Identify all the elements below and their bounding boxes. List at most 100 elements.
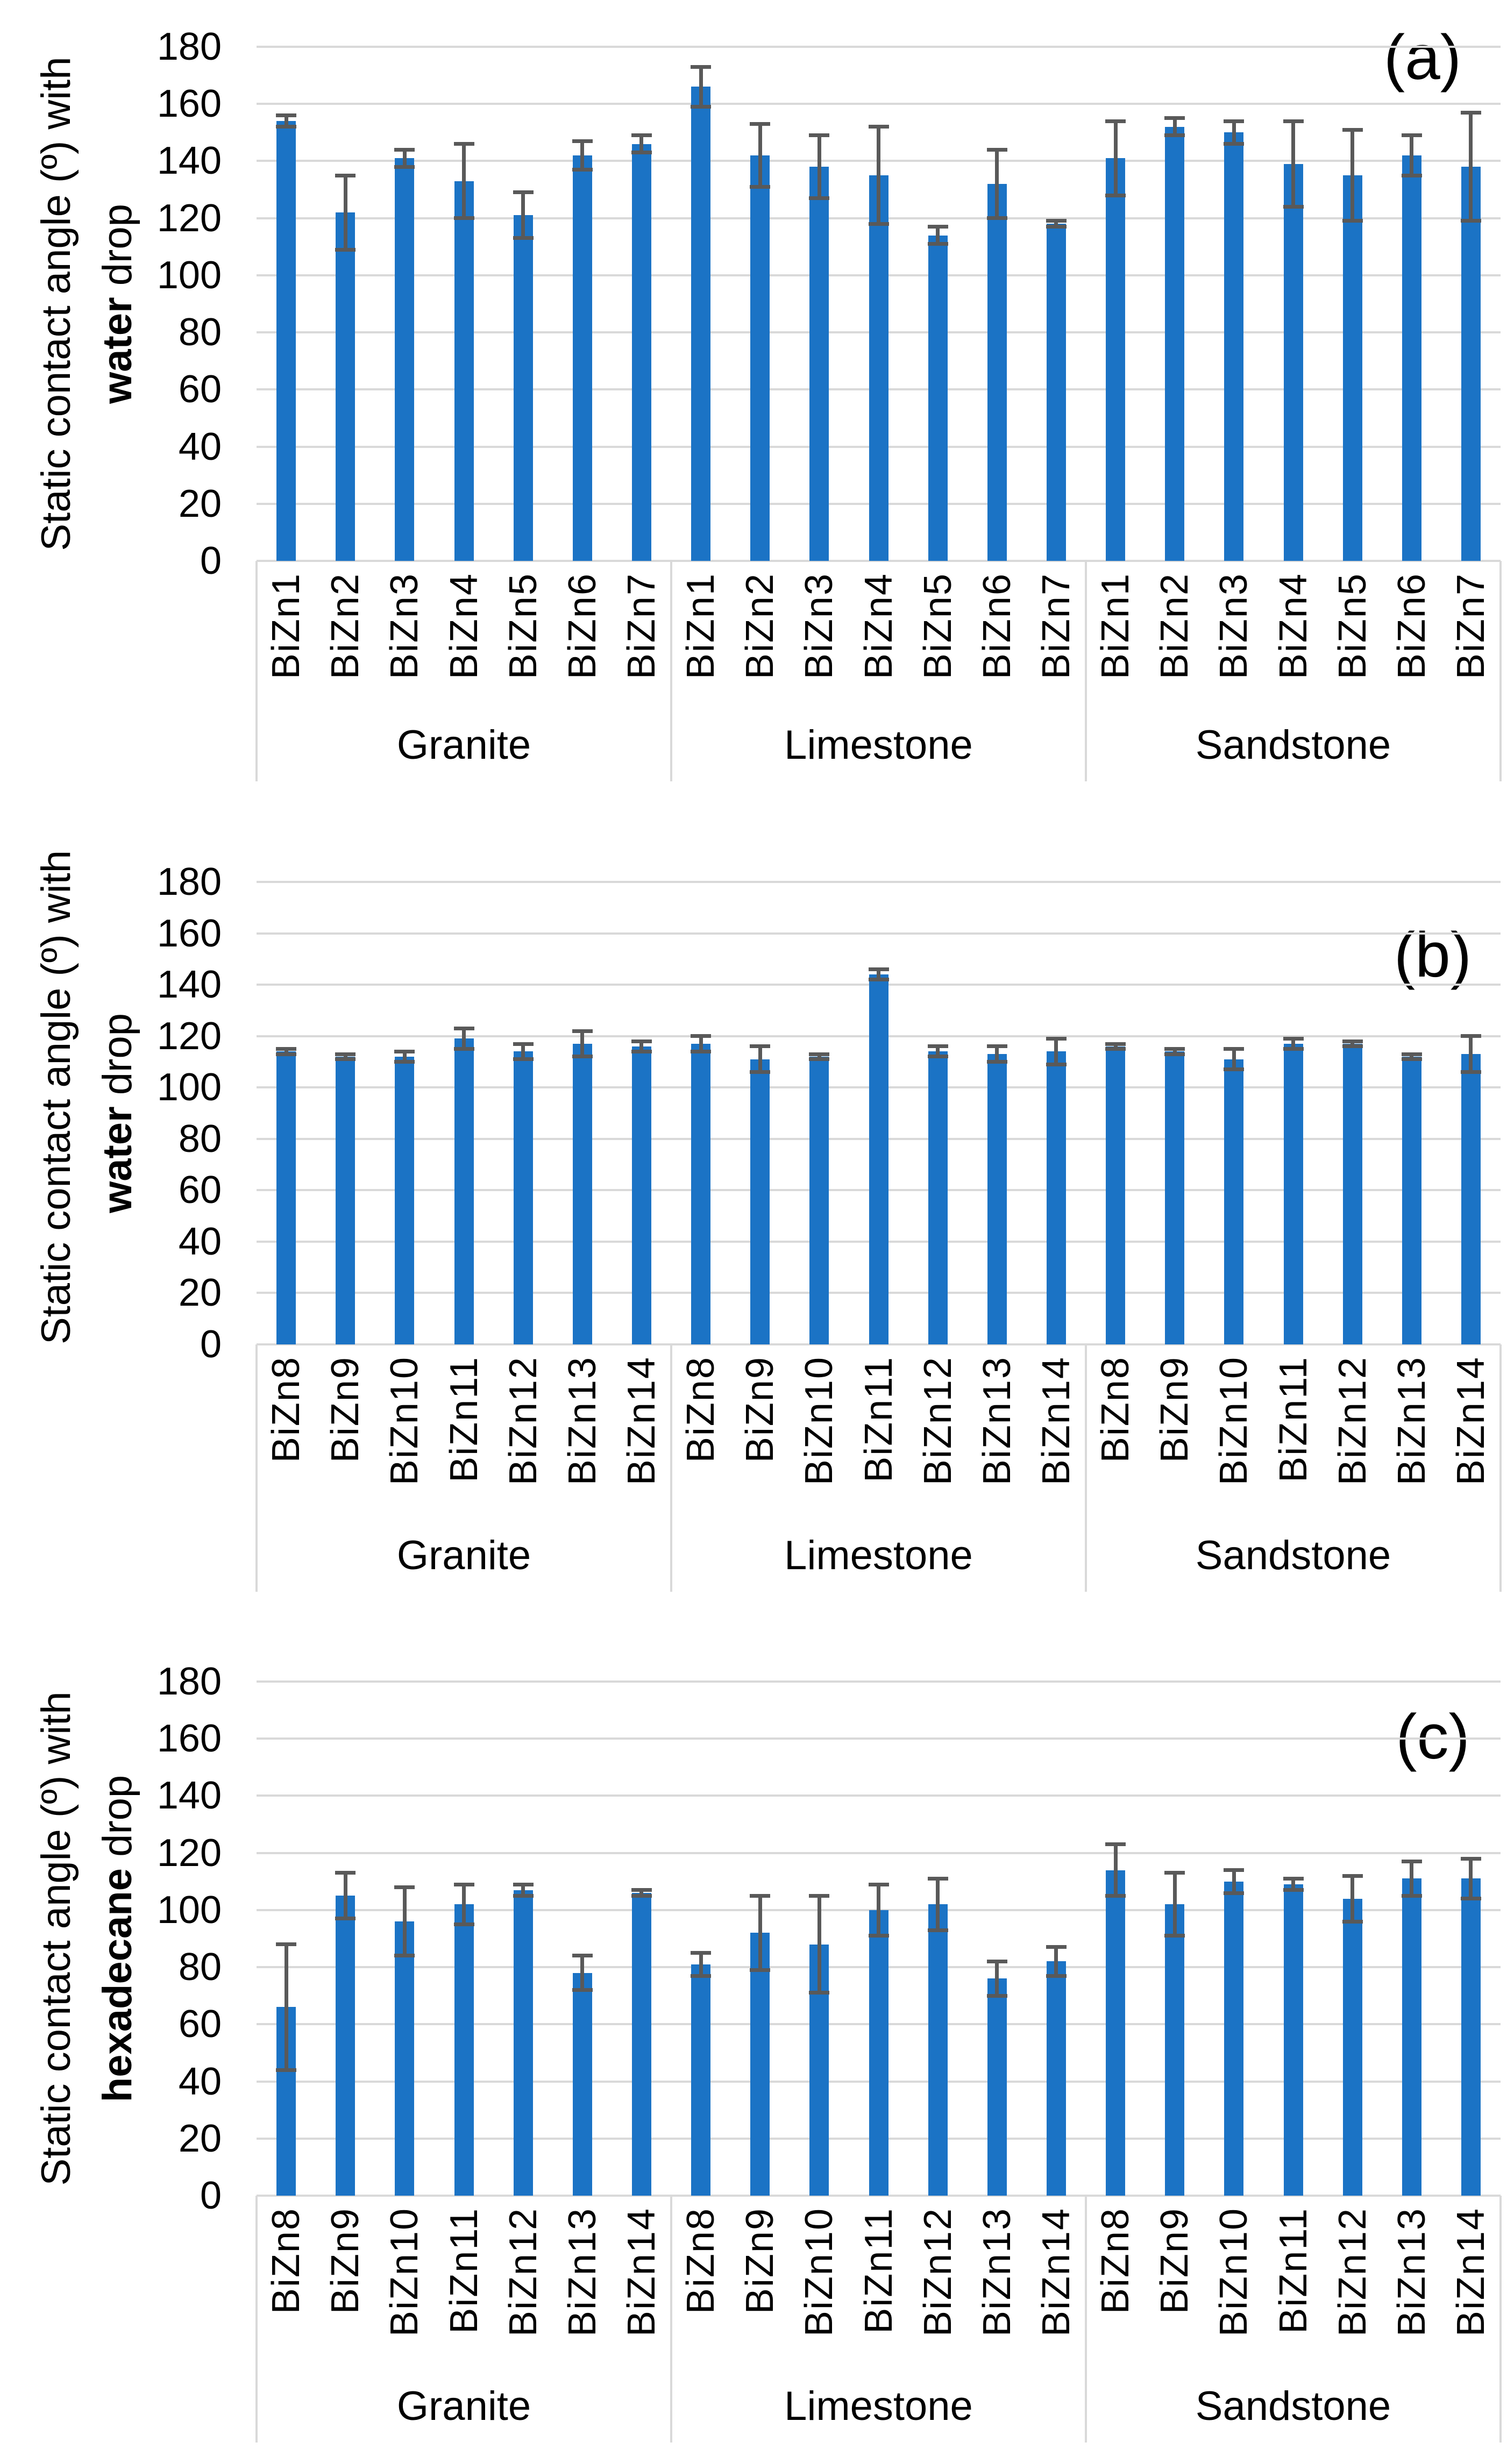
panel-letter-a: (a) — [1383, 22, 1462, 93]
group-label-granite: Granite — [396, 2383, 531, 2429]
error-bar-cap-bottom — [927, 241, 948, 246]
bar-sandstone-BiZn8 — [1106, 1870, 1126, 2196]
error-bar-line — [877, 126, 880, 224]
error-bar-line — [1291, 1038, 1295, 1049]
bar-limestone-BiZn9 — [750, 1933, 770, 2196]
error-bar-cap-top — [809, 1893, 830, 1898]
error-bar-cap-bottom — [1460, 1897, 1481, 1901]
error-bar-cap-top — [809, 133, 830, 138]
gridline-0 — [257, 1343, 1501, 1345]
error-bar-line — [1232, 1870, 1236, 1893]
error-bar-cap-top — [1460, 1034, 1481, 1038]
y-tick-label-20: 20 — [178, 2117, 222, 2160]
x-category-label-BiZn9: BiZn9 — [738, 1356, 782, 1463]
error-bar-cap-bottom — [1105, 1047, 1126, 1051]
x-category-label-BiZn9: BiZn9 — [738, 2207, 782, 2315]
x-category-label-BiZn13: BiZn13 — [975, 1356, 1019, 1486]
error-bar-cap-top — [1342, 1874, 1363, 1878]
error-bar-cap-top — [276, 1942, 297, 1947]
error-bar-cap-top — [631, 133, 652, 138]
error-bar-cap-bottom — [631, 1049, 652, 1053]
bar-limestone-BiZn1 — [691, 87, 711, 561]
y-tick-label-100: 100 — [157, 253, 222, 297]
x-category-label-BiZn12: BiZn12 — [1331, 2207, 1374, 2337]
group-label-sandstone: Sandstone — [1195, 2383, 1391, 2429]
error-bar-line — [521, 1044, 525, 1059]
y-axis-title-line1: Static contact angle (º) with — [33, 850, 79, 1344]
error-bar-cap-bottom — [927, 1055, 948, 1059]
error-bar-line — [1350, 1876, 1355, 1922]
y-axis-title-line1: Static contact angle (º) with — [33, 1691, 79, 2186]
group-label-limestone: Limestone — [784, 2383, 973, 2429]
y-tick-label-80: 80 — [178, 311, 222, 354]
error-bar-cap-bottom — [1046, 225, 1067, 229]
bar-limestone-BiZn12 — [928, 1904, 948, 2196]
error-bar-cap-bottom — [394, 1059, 415, 1064]
error-bar-cap-bottom — [868, 222, 889, 226]
error-bar-line — [1172, 1872, 1177, 1936]
y-tick-label-140: 140 — [157, 963, 222, 1007]
x-category-label-BiZn11: BiZn11 — [857, 2207, 900, 2334]
x-category-label-BiZn6: BiZn6 — [975, 573, 1019, 680]
error-bar-cap-bottom — [986, 1993, 1007, 1998]
error-bar-cap-bottom — [1224, 1891, 1245, 1895]
x-category-label-BiZn2: BiZn2 — [738, 573, 782, 680]
error-bar-cap-bottom — [572, 167, 593, 172]
y-tick-label-160: 160 — [157, 1717, 222, 1761]
error-bar-line — [758, 1896, 762, 1970]
x-category-label-BiZn13: BiZn13 — [1390, 1356, 1433, 1486]
x-category-label-BiZn11: BiZn11 — [857, 1356, 900, 1483]
axis-box-separator — [1085, 561, 1087, 781]
error-bar-cap-top — [750, 1893, 771, 1898]
error-bar-cap-top — [1105, 1042, 1126, 1046]
gridline-140 — [257, 1794, 1501, 1797]
y-tick-label-100: 100 — [157, 1066, 222, 1109]
error-bar-line — [758, 124, 762, 187]
error-bar-cap-top — [1401, 1860, 1422, 1864]
error-bar-line — [1113, 1044, 1118, 1049]
bar-granite-BiZn5 — [513, 215, 533, 561]
x-category-label-BiZn13: BiZn13 — [560, 2207, 604, 2337]
bar-granite-BiZn10 — [395, 1921, 415, 2196]
error-bar-line — [1113, 121, 1118, 196]
axis-box-separator — [670, 1344, 672, 1592]
x-category-label-BiZn3: BiZn3 — [1212, 573, 1256, 680]
error-bar-line — [521, 1884, 525, 1896]
error-bar-cap-top — [1164, 1871, 1185, 1875]
y-tick-label-80: 80 — [178, 1946, 222, 1989]
y-tick-label-120: 120 — [157, 1831, 222, 1875]
bar-granite-BiZn9 — [336, 1056, 356, 1344]
y-tick-label-40: 40 — [178, 425, 222, 468]
error-bar-line — [343, 175, 347, 250]
error-bar-cap-top — [513, 1042, 534, 1046]
error-bar-line — [462, 1884, 466, 1925]
bar-granite-BiZn14 — [631, 1893, 651, 2196]
panel-a: Static contact angle (º) with water drop… — [0, 0, 1507, 807]
error-bar-cap-bottom — [868, 1934, 889, 1938]
error-bar-cap-bottom — [1342, 219, 1363, 223]
x-category-label-BiZn6: BiZn6 — [1390, 573, 1433, 680]
y-axis-title: Static contact angle (º) with water drop — [26, 47, 148, 561]
error-bar-line — [877, 1884, 880, 1936]
error-bar-cap-top — [394, 1885, 415, 1889]
error-bar-cap-top — [927, 1876, 948, 1881]
error-bar-cap-bottom — [1401, 173, 1422, 177]
error-bar-cap-bottom — [276, 1052, 297, 1056]
error-bar-line — [995, 1046, 999, 1062]
y-tick-label-140: 140 — [157, 139, 222, 183]
error-bar-cap-bottom — [394, 1954, 415, 1958]
bar-limestone-BiZn9 — [750, 1059, 770, 1344]
error-bar-cap-bottom — [572, 1988, 593, 1992]
x-category-label-BiZn5: BiZn5 — [501, 573, 545, 680]
x-category-label-BiZn10: BiZn10 — [798, 2207, 841, 2337]
error-bar-line — [1410, 135, 1414, 175]
x-category-label-BiZn12: BiZn12 — [1331, 1356, 1374, 1486]
error-bar-line — [1410, 1054, 1414, 1059]
y-tick-label-20: 20 — [178, 482, 222, 525]
error-bar-cap-bottom — [1046, 1974, 1067, 1978]
error-bar-cap-bottom — [986, 1059, 1007, 1064]
y-tick-label-180: 180 — [157, 860, 222, 903]
bar-granite-BiZn1 — [276, 121, 296, 561]
bar-limestone-BiZn3 — [809, 167, 829, 561]
